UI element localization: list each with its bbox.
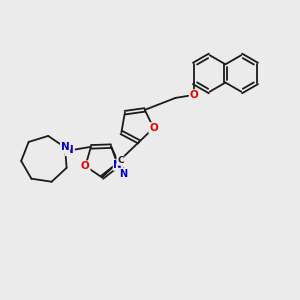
Text: C: C	[117, 156, 124, 165]
Text: N: N	[65, 146, 74, 155]
Text: N: N	[119, 169, 127, 178]
Text: O: O	[190, 90, 198, 100]
Text: O: O	[149, 123, 158, 133]
Text: N: N	[113, 160, 122, 170]
Text: N: N	[61, 142, 69, 152]
Text: O: O	[81, 161, 90, 171]
